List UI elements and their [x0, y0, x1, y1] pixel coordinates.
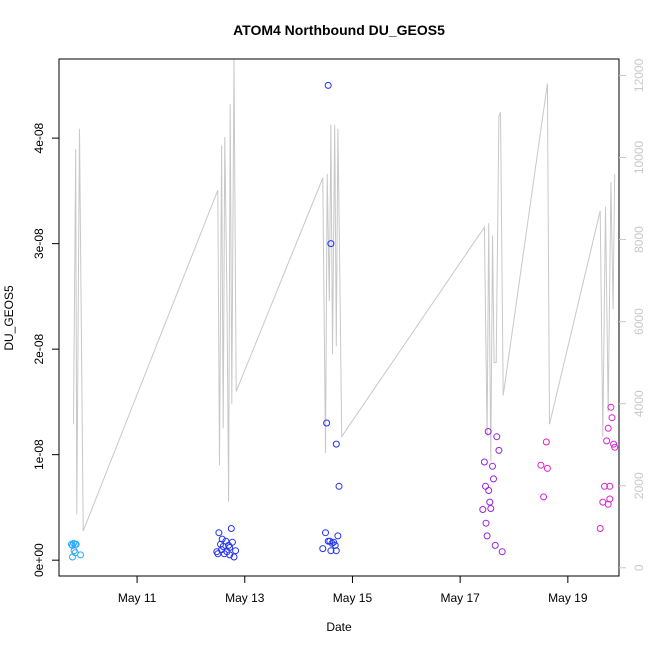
data-point-1-14: [218, 535, 226, 543]
data-point-3-13: [611, 443, 619, 451]
data-point-3-1: [540, 493, 548, 501]
data-point-1-27: [334, 532, 342, 540]
data-point-1-28: [335, 482, 343, 490]
plot-frame: [58, 58, 620, 577]
y2-tick-label: 2000: [632, 472, 646, 499]
chart-title: ATOM4 Northbound DU_GEOS5: [233, 22, 445, 38]
data-point-2-13: [495, 446, 503, 454]
data-point-1-16: [226, 544, 234, 551]
data-point-3-11: [608, 414, 616, 422]
data-point-1-9: [226, 551, 234, 559]
data-point-3-14: [606, 482, 614, 490]
data-point-1-30: [332, 547, 340, 555]
data-point-1-11: [228, 538, 236, 546]
data-point-1-17: [319, 545, 327, 553]
data-point-3-6: [601, 482, 608, 490]
data-point-3-7: [603, 437, 611, 445]
data-point-2-6: [485, 487, 493, 494]
data-point-1-18: [322, 529, 329, 537]
y-axis-label: DU_GEOS5: [2, 285, 16, 351]
data-point-2-8: [487, 505, 495, 512]
data-point-1-10: [227, 525, 235, 532]
y2-tick-label: 8000: [632, 226, 646, 253]
data-point-2-0: [479, 506, 487, 513]
data-point-2-5: [484, 428, 492, 435]
data-point-3-8: [604, 424, 612, 432]
x-axis-label: Date: [326, 620, 352, 634]
data-point-2-3: [482, 519, 490, 527]
data-point-0-8: [70, 547, 78, 555]
data-point-2-12: [493, 433, 501, 441]
x-axis: May 11 May 13 May 15 May 17 May 19: [118, 576, 588, 605]
data-point-2-7: [486, 498, 494, 506]
altitude-line: [73, 58, 616, 532]
data-point-2-4: [483, 532, 491, 540]
data-point-1-13: [232, 547, 240, 555]
data-point-3-2: [542, 438, 550, 446]
x-tick-label: May 13: [225, 591, 265, 605]
x-tick-label: May 15: [333, 591, 373, 605]
y-tick-label: 2e-08: [32, 333, 46, 364]
data-point-3-10: [607, 403, 615, 411]
data-point-2-14: [498, 548, 506, 556]
data-point-0-7: [77, 551, 84, 559]
y2-tick-label: 12000: [632, 58, 646, 92]
data-point-2-10: [490, 475, 497, 483]
data-point-2-9: [489, 462, 496, 470]
data-points-layer: [67, 81, 619, 561]
x-tick-label: May 19: [548, 591, 588, 605]
x-tick-label: May 11: [118, 591, 157, 605]
y2-tick-label: 4000: [632, 390, 646, 417]
data-point-2-2: [482, 482, 489, 490]
data-point-0-4: [72, 540, 80, 548]
data-point-1-29: [327, 547, 335, 555]
data-point-3-0: [537, 461, 545, 469]
data-point-1-31: [324, 537, 332, 545]
x-tick-label: May 17: [440, 591, 480, 605]
data-point-1-25: [331, 541, 339, 549]
data-point-1-19: [323, 419, 331, 427]
altitude-line-layer: [73, 58, 616, 532]
data-point-2-11: [491, 541, 499, 549]
data-point-3-4: [596, 525, 604, 532]
y2-tick-label: 0: [632, 564, 646, 571]
data-point-1-20: [324, 81, 332, 89]
y-tick-label: 0e+00: [32, 543, 46, 577]
data-point-1-15: [214, 550, 222, 558]
y-tick-label: 4e-08: [32, 122, 46, 153]
data-point-1-1: [215, 529, 223, 537]
y2-tick-label: 10000: [632, 140, 646, 174]
data-point-3-3: [543, 464, 551, 472]
y-tick-label: 1e-08: [32, 439, 46, 470]
y-tick-label: 3e-08: [32, 228, 46, 259]
data-point-2-1: [480, 458, 488, 466]
y-axis-left: 0e+00 1e-08 2e-08 3e-08 4e-08: [32, 122, 59, 577]
data-point-3-12: [610, 440, 618, 448]
data-point-1-22: [327, 240, 335, 248]
data-point-1-12: [230, 553, 238, 561]
data-point-1-26: [332, 440, 340, 448]
y2-tick-label: 6000: [632, 308, 646, 335]
y-axis-right: 0 2000 4000 6000 8000 10000 12000: [619, 58, 646, 571]
data-point-3-15: [604, 500, 612, 508]
